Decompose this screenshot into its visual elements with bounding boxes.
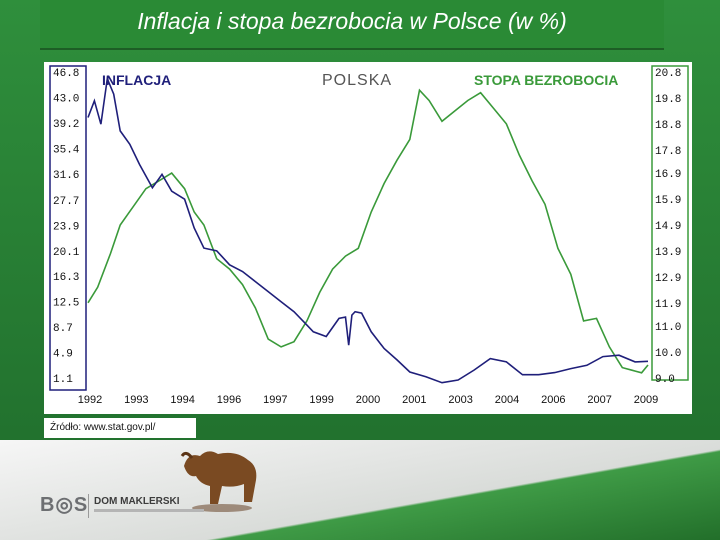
x-tick-label: 2007 xyxy=(587,394,611,406)
x-tick-labels: 1992 1993 1994 1996 1997 1999 2000 2001 2003 2004… xyxy=(78,394,658,406)
left-axis-box xyxy=(49,65,87,391)
x-tick-label: 1999 xyxy=(309,394,333,406)
legend-inflation-label: INFLACJA xyxy=(102,72,171,88)
source-label: Źródło: www.stat.gov.pl/ xyxy=(50,422,156,433)
right-tick-labels: 20.8 19.8 18.8 17.8 16.9 15.9 14.9 13.9 12.9 11.9… xyxy=(655,68,681,386)
right-tick-label: 14.9 xyxy=(655,221,681,233)
series-line-inflation xyxy=(87,75,649,384)
x-tick-label: 1992 xyxy=(78,394,102,406)
x-tick-label: 1994 xyxy=(170,394,194,406)
left-tick-label: 16.3 xyxy=(53,272,79,284)
left-tick-labels: 46.8 43.0 39.2 35.4 31.6 27.7 23.9 20.1 16.3 12.5… xyxy=(53,68,80,386)
source-box: Źródło: www.stat.gov.pl/ xyxy=(44,418,196,438)
bull-statue-icon xyxy=(180,451,257,512)
x-tick-label: 2003 xyxy=(448,394,472,406)
title-bar: Inflacja i stopa bezrobocia w Polsce (w … xyxy=(40,0,664,50)
chart-frame: INFLACJA POLSKA STOPA BEZROBOCIA 46.8 43.… xyxy=(44,62,692,414)
right-tick-label: 15.9 xyxy=(655,195,681,207)
right-axis-box xyxy=(651,65,689,381)
x-tick-label: 1997 xyxy=(263,394,287,406)
left-tick-label: 1.1 xyxy=(53,374,73,386)
right-tick-label: 11.0 xyxy=(655,322,681,334)
x-tick-label: 1993 xyxy=(124,394,148,406)
left-tick-label: 23.9 xyxy=(53,221,79,233)
left-tick-label: 31.6 xyxy=(53,170,79,182)
chart-title: POLSKA xyxy=(322,72,392,89)
left-tick-label: 12.5 xyxy=(53,298,79,310)
x-tick-label: 2009 xyxy=(634,394,658,406)
brand-name: DOM MAKLERSKI xyxy=(94,496,180,507)
left-tick-label: 8.7 xyxy=(53,323,73,335)
series-line-unemployment xyxy=(87,88,649,374)
right-tick-label: 11.9 xyxy=(655,299,681,311)
slide-title: Inflacja i stopa bezrobocia w Polsce (w … xyxy=(137,8,567,34)
brand-divider xyxy=(88,494,89,518)
chart-svg: INFLACJA POLSKA STOPA BEZROBOCIA 46.8 43.… xyxy=(49,65,689,406)
left-tick-label: 39.2 xyxy=(53,119,79,131)
right-tick-label: 19.8 xyxy=(655,94,681,106)
brand-tagline-bar xyxy=(94,509,204,512)
left-tick-label: 46.8 xyxy=(53,68,79,80)
x-tick-label: 2000 xyxy=(356,394,380,406)
left-tick-label: 35.4 xyxy=(53,144,80,156)
right-tick-label: 12.9 xyxy=(655,273,681,285)
right-tick-label: 9.0 xyxy=(655,374,675,386)
x-tick-label: 2001 xyxy=(402,394,426,406)
left-tick-label: 4.9 xyxy=(53,349,73,361)
right-tick-label: 17.8 xyxy=(655,146,681,158)
bottom-panel xyxy=(0,440,720,540)
x-tick-label: 2006 xyxy=(541,394,565,406)
left-tick-label: 27.7 xyxy=(53,196,79,208)
right-tick-label: 18.8 xyxy=(655,120,681,132)
right-tick-label: 16.9 xyxy=(655,169,681,181)
left-tick-label: 43.0 xyxy=(53,93,79,105)
x-tick-label: 1996 xyxy=(217,394,241,406)
right-tick-label: 13.9 xyxy=(655,247,681,259)
right-tick-label: 10.0 xyxy=(655,348,681,360)
left-tick-label: 20.1 xyxy=(53,247,80,259)
legend-unemployment-label: STOPA BEZROBOCIA xyxy=(474,72,618,88)
right-tick-label: 20.8 xyxy=(655,68,681,80)
x-tick-label: 2004 xyxy=(495,394,519,406)
bos-logo: B◎S xyxy=(40,494,89,516)
